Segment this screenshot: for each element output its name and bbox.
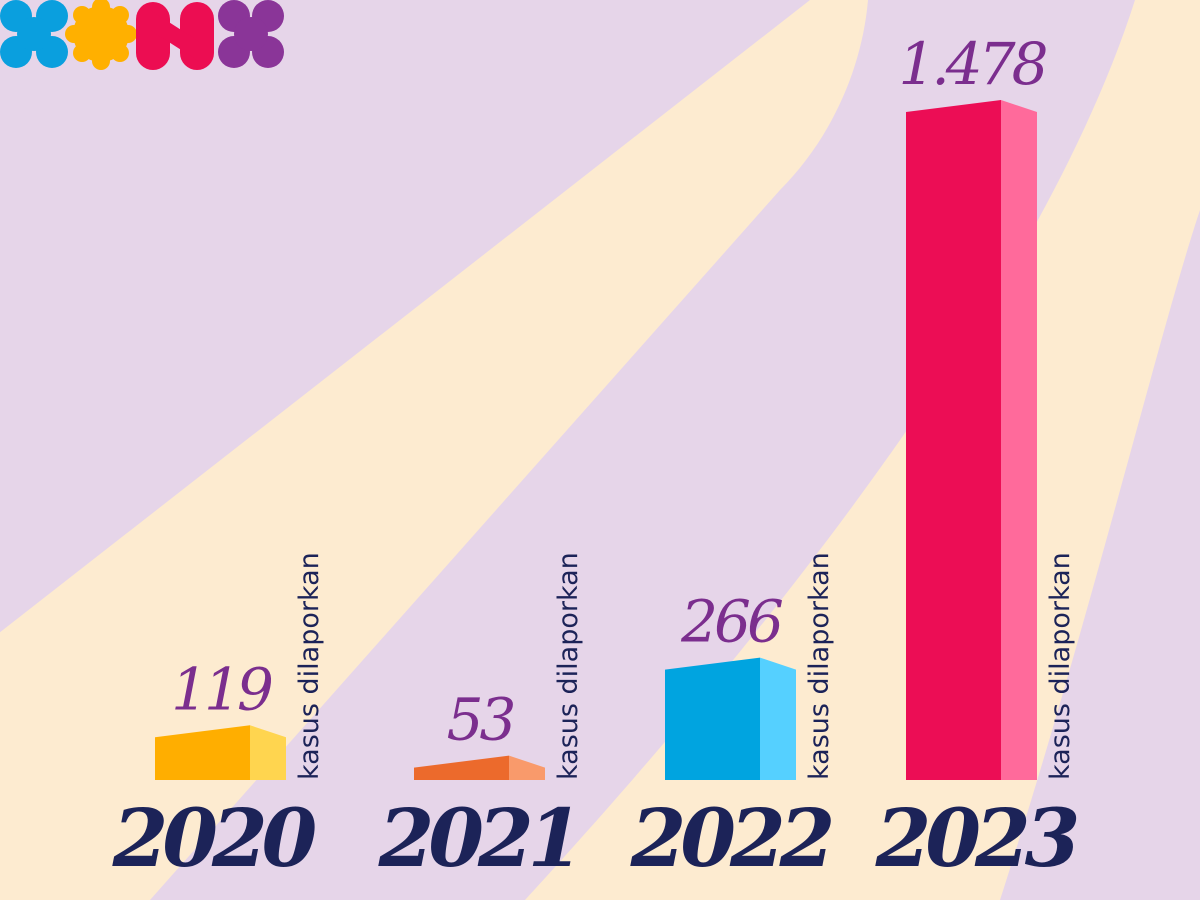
unit-label-2023: kasus dilaporkan xyxy=(1045,552,1076,780)
year-label-2020: 2020 xyxy=(112,791,317,885)
bar-2022-front xyxy=(665,657,760,780)
logo-n-pink-icon xyxy=(136,2,214,70)
bars-group xyxy=(155,100,1037,780)
background-stripe-left xyxy=(0,0,868,900)
bar-2020-side xyxy=(250,725,286,780)
value-label-2020: 119 xyxy=(171,655,273,723)
bar-2020-front xyxy=(155,725,250,780)
value-labels-group: 119 53 266 1.478 xyxy=(171,30,1050,754)
year-label-2021: 2021 xyxy=(378,791,578,885)
logo-x-blue-icon xyxy=(0,0,68,68)
unit-label-2022: kasus dilaporkan xyxy=(804,552,835,780)
value-label-2023: 1.478 xyxy=(898,30,1046,98)
unit-label-2020: kasus dilaporkan xyxy=(294,552,325,780)
bar-2021-front xyxy=(414,755,509,780)
bar-2022-side xyxy=(760,657,796,780)
unit-labels-group: kasus dilaporkan kasus dilaporkan kasus di… xyxy=(294,552,1076,780)
bar-2023-side xyxy=(1001,100,1037,780)
year-label-2022: 2022 xyxy=(630,791,833,885)
year-label-2023: 2023 xyxy=(875,791,1078,885)
logo-sun-yellow-icon xyxy=(65,0,137,70)
value-label-2021: 53 xyxy=(447,686,515,754)
bar-2021-side xyxy=(509,755,545,780)
bar-2023-front xyxy=(906,100,1001,780)
unit-label-2021: kasus dilaporkan xyxy=(553,552,584,780)
year-labels-group: 2020 2021 2022 2023 xyxy=(112,791,1084,885)
logo xyxy=(0,0,284,70)
logo-x-purple-icon xyxy=(218,0,284,68)
value-label-2022: 266 xyxy=(680,588,782,656)
